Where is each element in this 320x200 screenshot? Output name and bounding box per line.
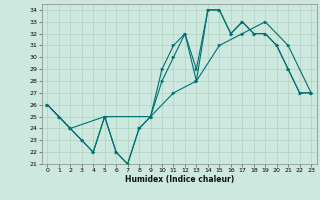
X-axis label: Humidex (Indice chaleur): Humidex (Indice chaleur) <box>124 175 234 184</box>
